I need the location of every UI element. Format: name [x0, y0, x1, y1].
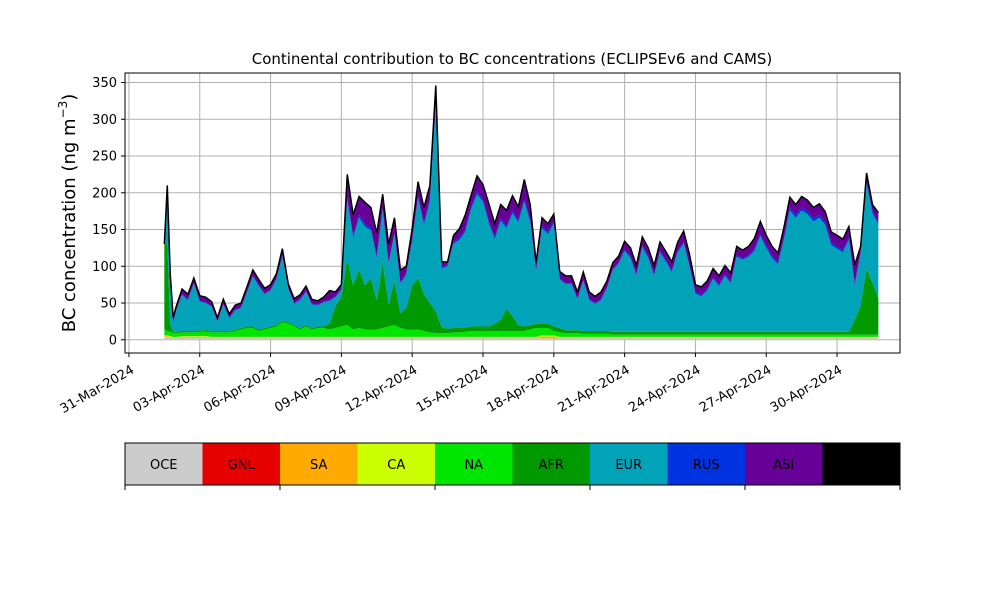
legend-swatch-aus	[822, 443, 900, 485]
legend-label-aus: AUS	[848, 458, 875, 473]
legend-swatch-ca	[357, 443, 435, 485]
y-tick-label: 350	[92, 76, 117, 91]
legend-swatch-rus	[667, 443, 745, 485]
y-axis-label-text: BC concentration (ng m	[59, 118, 80, 332]
stacked-areas	[163, 85, 879, 340]
legend-label-afr: AFR	[539, 458, 564, 473]
legend-label-asi: ASI	[773, 458, 794, 473]
legend-label-gnl: GNL	[228, 458, 256, 473]
y-tick-label: 200	[92, 186, 117, 201]
legend-swatch-asi	[745, 443, 823, 485]
y-tick-label: 300	[92, 113, 117, 128]
area-sa	[164, 336, 879, 339]
area-na	[164, 322, 879, 337]
legend-swatch-eur	[590, 443, 668, 485]
legend-label-rus: RUS	[693, 458, 720, 473]
legend-frame	[124, 442, 901, 486]
y-axis-label-exponent: −3	[56, 101, 70, 119]
legend-colorbar: OCE GNL SA CA NA AFR EUR RUS ASI AUS	[124, 442, 901, 490]
total-outline	[163, 85, 879, 321]
legend-label-oce: OCE	[150, 458, 178, 473]
chart-title: Continental contribution to BC concentra…	[252, 50, 773, 68]
legend-swatch-sa	[280, 443, 358, 485]
legend-swatch-na	[435, 443, 513, 485]
legend-label-ca: CA	[387, 458, 405, 473]
y-axis-label: BC concentration (ng m−3)	[56, 94, 80, 333]
y-tick-label: 250	[92, 150, 117, 165]
legend-swatch-oce	[125, 443, 203, 485]
area-eur	[164, 105, 879, 332]
y-axis-label-close: )	[59, 94, 80, 101]
area-ca	[164, 335, 879, 338]
y-tick-label: 50	[100, 297, 117, 312]
y-tick-label: 150	[92, 223, 117, 238]
legend-label-sa: SA	[310, 458, 327, 473]
legend-label-eur: EUR	[615, 458, 642, 473]
y-axis: 0 50 100 150 200 250 300 350	[92, 76, 125, 348]
legend-swatch-afr	[512, 443, 590, 485]
y-tick-label: 100	[92, 260, 117, 275]
plot-area	[124, 72, 901, 354]
legend-label-na: NA	[464, 458, 483, 473]
plot-frame	[124, 72, 901, 354]
legend-swatch-gnl	[202, 443, 280, 485]
area-afr	[164, 242, 879, 335]
y-tick-label: 0	[109, 333, 117, 348]
